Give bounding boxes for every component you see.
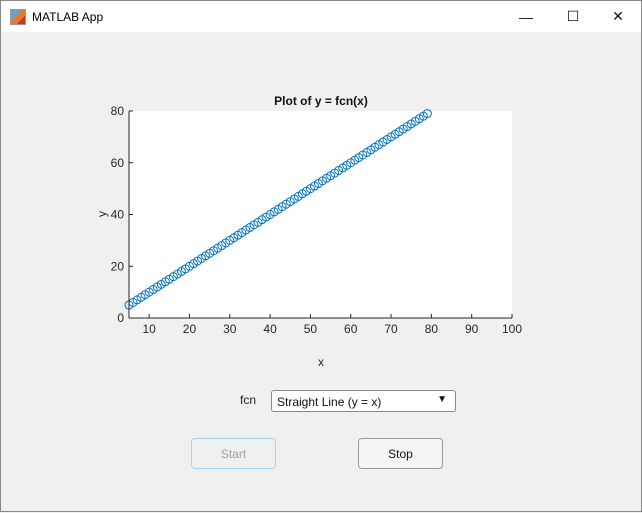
x-tick-label: 20	[183, 322, 197, 336]
y-axis-label: y	[95, 211, 109, 217]
x-tick-label: 50	[304, 322, 318, 336]
x-axis-label: x	[318, 355, 324, 369]
data-point	[422, 109, 432, 119]
x-tick-label: 70	[384, 322, 398, 336]
x-tick-label: 10	[142, 322, 156, 336]
y-tick-label: 60	[111, 156, 125, 170]
x-tick-label: 100	[502, 322, 522, 336]
x-tick-label: 90	[465, 322, 479, 336]
minimize-button[interactable]: —	[519, 8, 533, 25]
stop-button[interactable]: Stop	[358, 438, 443, 469]
axes-background	[129, 111, 512, 318]
fcn-label: fcn	[240, 393, 257, 407]
window-title: MATLAB App	[32, 9, 104, 24]
y-tick-label: 0	[117, 311, 124, 325]
matlab-logo-icon	[10, 8, 26, 25]
fcn-dropdown[interactable]: Straight Line (y = x) ▼	[271, 390, 456, 412]
close-button[interactable]: ✕	[612, 8, 624, 24]
x-tick-label: 40	[263, 322, 277, 336]
x-tick-label: 60	[344, 322, 358, 336]
start-button[interactable]: Start	[191, 438, 276, 469]
dropdown-arrow-icon: ▼	[437, 394, 447, 405]
y-tick-label: 40	[111, 208, 125, 222]
chart-title: Plot of y = fcn(x)	[274, 94, 368, 108]
x-tick-label: 30	[223, 322, 237, 336]
y-tick-label: 80	[111, 104, 125, 118]
x-tick-label: 80	[425, 322, 439, 336]
fcn-dropdown-value: Straight Line (y = x)	[277, 395, 382, 409]
y-tick-label: 20	[111, 259, 125, 273]
title-bar: MATLAB App — ☐ ✕	[1, 1, 641, 32]
maximize-button[interactable]: ☐	[566, 8, 580, 24]
